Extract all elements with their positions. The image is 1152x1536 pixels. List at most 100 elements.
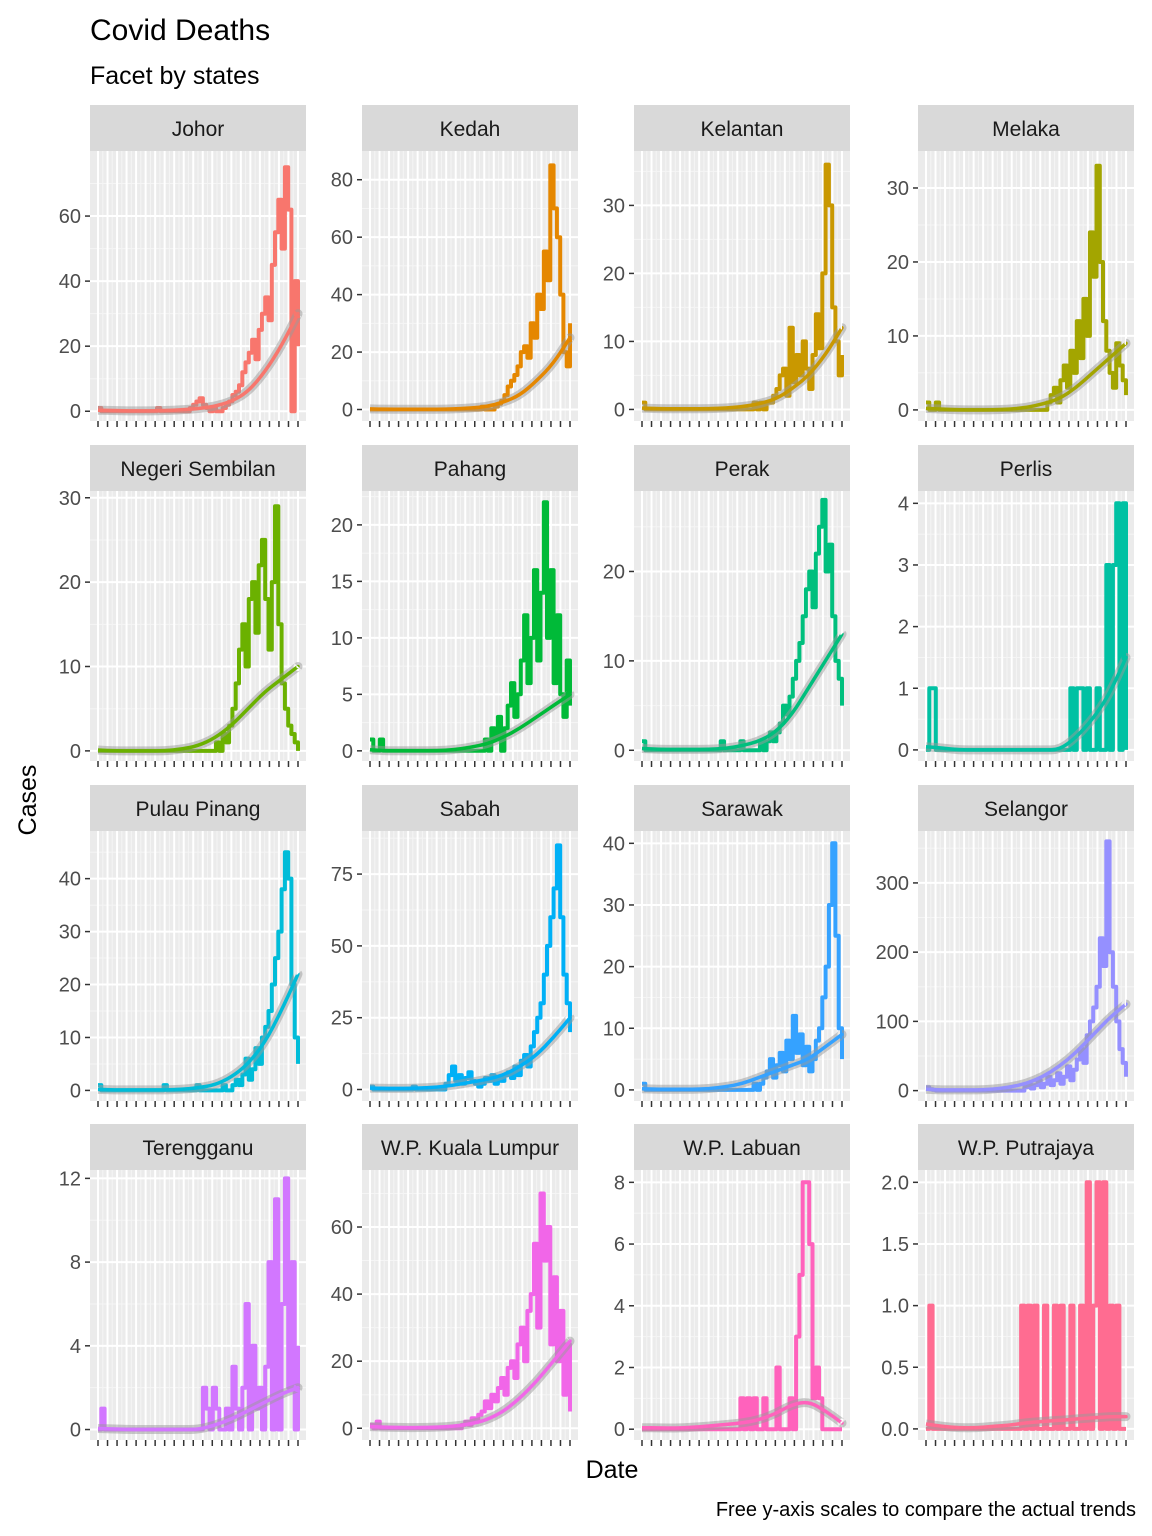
y-tick-label: 50 (331, 936, 353, 958)
y-tick-label: 0 (898, 1081, 909, 1103)
x-gridlines (97, 491, 299, 761)
facet-strip-label: Sarawak (701, 798, 783, 821)
facet-strip (918, 1124, 1134, 1170)
facet-strip (634, 785, 850, 831)
facet-strip (362, 1124, 578, 1170)
y-tick-label: 0.0 (881, 1419, 909, 1441)
trend-line (925, 1414, 1128, 1430)
facet-strip-label: Sabah (440, 798, 501, 821)
facet-strip (362, 445, 578, 491)
facet-strip (362, 785, 578, 831)
facet-strip-label: Pahang (434, 458, 506, 481)
facet-strip-label: Pulau Pinang (136, 798, 261, 821)
y-tick-label: 1.5 (881, 1234, 909, 1256)
y-tick-label: 60 (59, 206, 81, 228)
y-tick-label: 4 (898, 493, 909, 515)
facet-strip-label: Kedah (440, 118, 501, 141)
y-tick-label: 4 (614, 1296, 625, 1318)
facet-strip (634, 1124, 850, 1170)
y-tick-label: 10 (603, 331, 625, 353)
facet-strip (918, 105, 1134, 151)
y-tick-label: 30 (887, 178, 909, 200)
y-tick-label: 2 (614, 1357, 625, 1379)
facet-strip-label: W.P. Kuala Lumpur (381, 1137, 559, 1160)
x-gridlines (925, 831, 1127, 1101)
y-tick-label: 6 (614, 1234, 625, 1256)
trend-line (641, 1400, 844, 1430)
facet-panel-melaka: Melaka 0 10 20 30 (887, 105, 1134, 427)
facet-panel-w-p-kuala-lumpur: W.P. Kuala Lumpur 0 20 40 60 (331, 1124, 578, 1446)
y-tick-label: 20 (59, 572, 81, 594)
y-tick-label: 1 (898, 678, 909, 700)
y-tick-label: 10 (887, 326, 909, 348)
trend-line (925, 655, 1128, 752)
facet-panels: Johor0204060Kedah020406080Kelantan010203… (59, 105, 1134, 1446)
facet-strip-label: Selangor (984, 798, 1068, 821)
y-tick-label: 30 (603, 895, 625, 917)
chart-caption: Free y-axis scales to compare the actual… (716, 1499, 1136, 1521)
y-tick-label: 10 (59, 657, 81, 679)
x-gridlines (369, 1170, 571, 1440)
y-tick-label: 10 (331, 628, 353, 650)
y-tick-label: 40 (331, 285, 353, 307)
facet-strip-label: Johor (172, 118, 225, 141)
y-tick-label: 20 (331, 1351, 353, 1373)
trend-line (369, 1339, 572, 1430)
chart-subtitle: Facet by states (90, 62, 260, 90)
facet-panel-w-p-putrajaya: W.P. Putrajaya 0.0 0.5 1.0 1.5 2.0 (881, 1124, 1134, 1446)
trend-line (369, 335, 572, 411)
trend-line (641, 632, 844, 752)
y-tick-label: 10 (603, 651, 625, 673)
facet-strip (634, 445, 850, 491)
y-tick-label: 8 (70, 1252, 81, 1274)
facet-strip-label: W.P. Labuan (683, 1137, 801, 1160)
y-tick-label: 30 (59, 488, 81, 510)
y-tick-label: 80 (331, 170, 353, 192)
trend-line (97, 972, 300, 1092)
y-tick-label: 40 (331, 1284, 353, 1306)
y-tick-label: 0 (70, 1080, 81, 1102)
trend-line (369, 692, 572, 753)
facet-strip-label: Negeri Sembilan (120, 458, 275, 481)
y-tick-label: 3 (898, 555, 909, 577)
y-tick-label: 60 (331, 227, 353, 249)
y-tick-label: 1.0 (881, 1296, 909, 1318)
facet-panel-sarawak: Sarawak 0 10 20 30 40 (603, 785, 850, 1107)
y-tick-label: 20 (887, 252, 909, 274)
trend-line (925, 1002, 1128, 1092)
y-tick-label: 40 (59, 271, 81, 293)
facet-strip-label: Terengganu (143, 1137, 254, 1160)
y-tick-label: 60 (331, 1217, 353, 1239)
y-tick-label: 20 (603, 263, 625, 285)
y-tick-label: 20 (59, 975, 81, 997)
y-tick-label: 200 (876, 942, 909, 964)
y-tick-label: 0 (70, 1420, 81, 1442)
trend-line (641, 326, 844, 411)
y-tick-label: 0 (342, 1080, 353, 1102)
facet-panel-selangor: Selangor 0 100 200 300 (876, 785, 1134, 1107)
facet-panel-sabah: Sabah 0 25 50 75 (331, 785, 578, 1107)
y-tick-label: 0 (342, 1418, 353, 1440)
y-tick-label: 300 (876, 873, 909, 895)
y-tick-label: 10 (59, 1027, 81, 1049)
y-tick-label: 30 (603, 195, 625, 217)
y-tick-label: 0 (342, 741, 353, 763)
facet-strip (90, 105, 306, 151)
y-tick-label: 0 (70, 741, 81, 763)
y-tick-label: 20 (603, 957, 625, 979)
y-tick-label: 40 (59, 869, 81, 891)
facet-strip (90, 1124, 306, 1170)
facet-panel-negeri-sembilan: Negeri Sembilan 0 10 20 30 (59, 445, 306, 767)
y-tick-label: 4 (70, 1336, 81, 1358)
y-tick-label: 0 (614, 740, 625, 762)
y-tick-label: 0 (614, 1080, 625, 1102)
chart-title: Covid Deaths (90, 14, 270, 47)
x-gridlines (369, 831, 571, 1101)
facet-strip-label: W.P. Putrajaya (958, 1137, 1095, 1160)
trend-line (925, 341, 1128, 412)
facet-strip (918, 785, 1134, 831)
y-tick-label: 0 (898, 400, 909, 422)
y-tick-label: 0 (70, 401, 81, 423)
facet-strip (918, 445, 1134, 491)
facet-panel-terengganu: Terengganu 0 4 8 12 (59, 1124, 306, 1446)
